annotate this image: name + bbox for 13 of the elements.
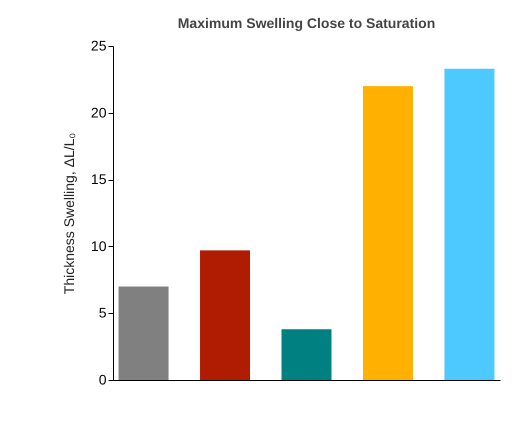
y-tick-label: 15 [90, 171, 107, 188]
bar [362, 86, 413, 380]
y-tick-label: 25 [90, 38, 107, 54]
bar [444, 68, 494, 380]
y-tick-label: 5 [98, 304, 107, 321]
bar [282, 329, 332, 380]
y-tick-label: 20 [90, 104, 107, 120]
y-tick-label: 10 [90, 238, 107, 254]
bar [118, 286, 169, 380]
y-tick-label: 0 [98, 372, 107, 388]
y-axis-title: Thickness Swelling, ΔL/L₀ [60, 132, 77, 294]
chart-title: Maximum Swelling Close to Saturation [178, 15, 436, 31]
bar [200, 250, 250, 380]
